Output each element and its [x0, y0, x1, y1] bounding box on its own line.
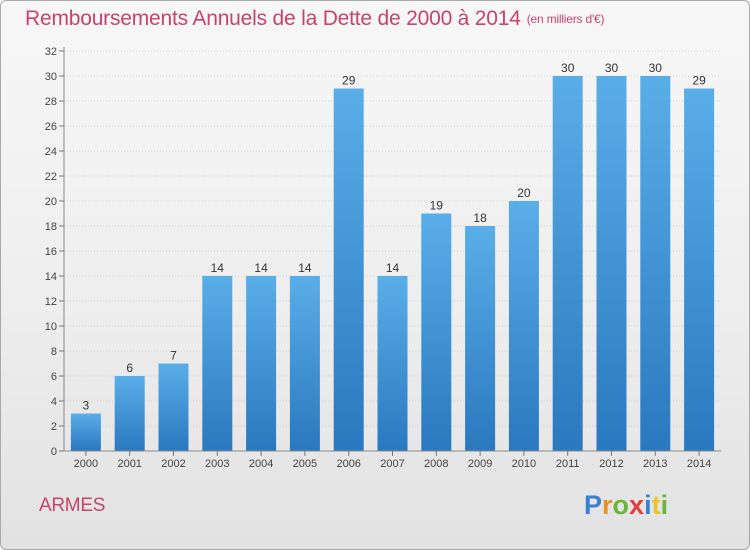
- bar-value-label: 14: [211, 261, 225, 275]
- bar: [508, 201, 539, 451]
- chart-title: Remboursements Annuels de la Dette de 20…: [25, 7, 604, 31]
- bar-value-label: 7: [170, 349, 177, 363]
- bar: [158, 363, 189, 451]
- x-tick-label: 2009: [468, 458, 492, 470]
- bars: [70, 76, 715, 451]
- x-tick-label: 2003: [205, 458, 229, 470]
- x-tick-label: 2002: [161, 458, 185, 470]
- logo-letter: o: [612, 490, 630, 520]
- bar: [114, 376, 145, 451]
- bar-value-label: 29: [692, 74, 706, 88]
- bar-value-label: 14: [254, 261, 268, 275]
- bar: [684, 88, 715, 451]
- bar-value-label: 14: [386, 261, 400, 275]
- bar-value-label: 20: [517, 186, 531, 200]
- y-tick-label: 14: [45, 271, 57, 283]
- x-tick-label: 2005: [293, 458, 317, 470]
- y-tick-label: 12: [45, 296, 57, 308]
- x-tick-label: 2013: [643, 458, 667, 470]
- y-tick-label: 16: [45, 246, 57, 258]
- logo-letter: r: [602, 490, 613, 520]
- bar: [377, 276, 408, 451]
- logo-letter: i: [660, 490, 669, 520]
- logo-letter: i: [644, 490, 652, 520]
- y-tick-label: 18: [45, 221, 57, 233]
- y-tick-label: 26: [45, 121, 57, 133]
- y-tick-label: 4: [51, 396, 57, 408]
- bar-value-label: 18: [473, 211, 487, 225]
- bar-value-label: 14: [298, 261, 312, 275]
- bar: [333, 88, 364, 451]
- bar: [70, 413, 101, 451]
- y-tick-label: 10: [45, 321, 57, 333]
- bar: [421, 213, 452, 451]
- bar-value-label: 30: [561, 61, 575, 75]
- bar-value-label: 29: [342, 74, 356, 88]
- bar-value-label: 3: [83, 399, 90, 413]
- x-tick-label: 2012: [599, 458, 623, 470]
- y-tick-label: 2: [51, 421, 57, 433]
- y-tick-label: 28: [45, 96, 57, 108]
- bar-value-label: 6: [126, 361, 133, 375]
- y-tick-label: 20: [45, 196, 57, 208]
- labels: 3 6 7 14 14 14 29 14 19 18 20 30 30 30 29: [83, 61, 707, 413]
- bar: [596, 76, 627, 451]
- logo-letter: x: [629, 490, 645, 520]
- place-name: ARMES: [39, 495, 106, 516]
- bar: [289, 276, 320, 451]
- y-tick-label: 24: [45, 146, 57, 158]
- y-tick-label: 30: [45, 71, 57, 83]
- bar-value-label: 19: [430, 199, 444, 213]
- x-tick-label: 2014: [687, 458, 711, 470]
- x-tick-label: 2001: [117, 458, 141, 470]
- x-tick-label: 2006: [336, 458, 360, 470]
- bar: [465, 226, 496, 451]
- logo-letter: P: [584, 490, 603, 520]
- x-tick-label: 2008: [424, 458, 448, 470]
- bar: [246, 276, 277, 451]
- x-tick-label: 2000: [74, 458, 98, 470]
- bar-value-label: 30: [605, 61, 619, 75]
- y-tick-label: 32: [45, 46, 57, 58]
- y-tick-label: 8: [51, 346, 57, 358]
- chart-unit: (en milliers d'€): [526, 12, 605, 26]
- x-tick-label: 2011: [556, 458, 580, 470]
- bar: [640, 76, 671, 451]
- bar-value-label: 30: [649, 61, 663, 75]
- chart-title-text: Remboursements Annuels de la Dette de 20…: [25, 7, 521, 30]
- x-tick-label: 2004: [249, 458, 273, 470]
- y-tick-label: 6: [51, 371, 57, 383]
- logo-letter: t: [651, 490, 661, 520]
- proxiti-logo: Proxiti: [584, 490, 668, 521]
- bar: [552, 76, 583, 451]
- x-tick-label: 2010: [512, 458, 536, 470]
- y-tick-label: 0: [51, 446, 57, 458]
- x-tick-label: 2007: [380, 458, 404, 470]
- y-tick-label: 22: [45, 171, 57, 183]
- bar: [202, 276, 233, 451]
